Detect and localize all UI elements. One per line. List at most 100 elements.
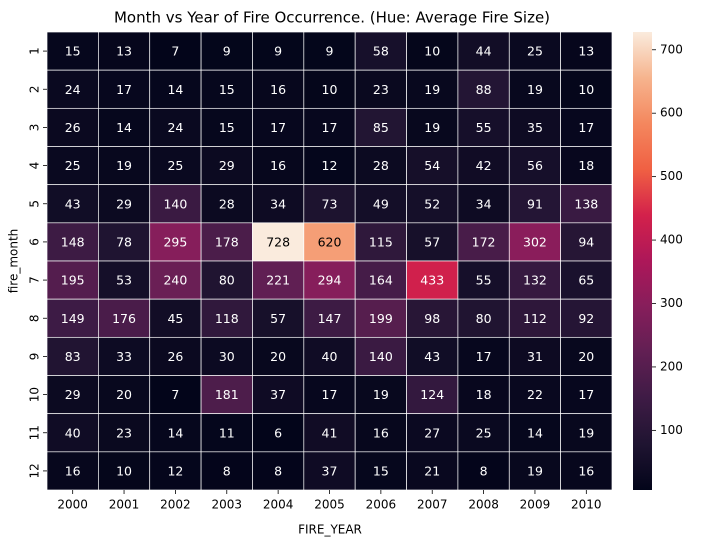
heatmap-cell bbox=[406, 413, 459, 453]
cell-label: 37 bbox=[270, 387, 286, 402]
cell-label: 29 bbox=[116, 196, 132, 211]
cell-label: 16 bbox=[373, 425, 389, 440]
cell-label: 12 bbox=[322, 158, 338, 173]
cell-label: 15 bbox=[65, 44, 81, 59]
heatmap-cell bbox=[149, 413, 202, 453]
y-tick-label: 5 bbox=[28, 200, 42, 208]
cell-label: 22 bbox=[527, 387, 543, 402]
heatmap-cell bbox=[46, 336, 99, 376]
heatmap-cell bbox=[149, 146, 202, 186]
cell-label: 10 bbox=[116, 463, 132, 478]
heatmap-cell bbox=[560, 260, 613, 300]
heatmap-cell bbox=[457, 146, 510, 186]
cell-label: 8 bbox=[480, 463, 488, 478]
heatmap-cell bbox=[508, 146, 561, 186]
cell-label: 620 bbox=[318, 234, 342, 249]
heatmap-cell bbox=[508, 413, 561, 453]
cell-label: 8 bbox=[223, 463, 231, 478]
cell-label: 19 bbox=[527, 463, 543, 478]
heatmap-cell bbox=[252, 413, 305, 453]
heatmap-cell bbox=[560, 451, 613, 491]
cell-label: 30 bbox=[219, 349, 235, 364]
heatmap-cell bbox=[560, 222, 613, 262]
cell-label: 18 bbox=[578, 158, 594, 173]
heatmap-cell bbox=[560, 336, 613, 376]
heatmap-cell bbox=[149, 260, 202, 300]
heatmap-cell bbox=[200, 222, 253, 262]
heatmap-cell bbox=[508, 336, 561, 376]
heatmap-cell bbox=[354, 298, 407, 338]
heatmap-cell bbox=[149, 336, 202, 376]
cell-label: 65 bbox=[578, 273, 594, 288]
cell-label: 43 bbox=[65, 196, 81, 211]
cell-label: 7 bbox=[171, 44, 179, 59]
cell-label: 83 bbox=[65, 349, 81, 364]
cell-label: 14 bbox=[527, 425, 543, 440]
cell-label: 20 bbox=[578, 349, 594, 364]
cell-label: 140 bbox=[369, 349, 393, 364]
cell-label: 13 bbox=[578, 44, 594, 59]
x-tick-label: 2001 bbox=[109, 498, 140, 512]
heatmap-cell bbox=[457, 451, 510, 491]
cell-label: 55 bbox=[476, 120, 492, 135]
heatmap-cell bbox=[46, 31, 99, 71]
cell-label: 6 bbox=[274, 425, 282, 440]
heatmap-cell bbox=[303, 298, 356, 338]
x-tick-label: 2005 bbox=[314, 498, 345, 512]
y-tick-label: 10 bbox=[28, 387, 42, 402]
heatmap-cell bbox=[303, 107, 356, 147]
cell-label: 176 bbox=[112, 311, 136, 326]
heatmap-cell bbox=[46, 260, 99, 300]
cell-label: 21 bbox=[424, 463, 440, 478]
heatmap-cell bbox=[508, 298, 561, 338]
heatmap-cell bbox=[406, 260, 459, 300]
cell-label: 57 bbox=[270, 311, 286, 326]
y-tick-label: 9 bbox=[28, 353, 42, 361]
cell-label: 19 bbox=[373, 387, 389, 402]
x-axis-label: FIRE_YEAR bbox=[298, 523, 362, 537]
y-axis-label: fire_month bbox=[7, 229, 21, 294]
cell-label: 138 bbox=[574, 196, 598, 211]
y-tick-label: 1 bbox=[28, 47, 42, 55]
heatmap-cell bbox=[508, 451, 561, 491]
heatmap-cell bbox=[303, 260, 356, 300]
colorbar-tick-label: 500 bbox=[660, 169, 683, 183]
cell-label: 25 bbox=[527, 44, 543, 59]
heatmap-cell bbox=[406, 336, 459, 376]
cell-label: 148 bbox=[61, 234, 85, 249]
cell-label: 19 bbox=[116, 158, 132, 173]
cell-label: 26 bbox=[167, 349, 183, 364]
cell-label: 80 bbox=[219, 273, 235, 288]
heatmap-cell bbox=[303, 184, 356, 224]
heatmap-cell bbox=[354, 451, 407, 491]
cell-label: 85 bbox=[373, 120, 389, 135]
cell-label: 14 bbox=[116, 120, 132, 135]
x-tick-label: 2010 bbox=[571, 498, 602, 512]
cell-label: 140 bbox=[163, 196, 187, 211]
x-tick-label: 2000 bbox=[57, 498, 88, 512]
heatmap-cell bbox=[560, 184, 613, 224]
heatmap-cell bbox=[406, 31, 459, 71]
cell-label: 28 bbox=[219, 196, 235, 211]
cell-label: 14 bbox=[167, 82, 183, 97]
cell-label: 19 bbox=[424, 82, 440, 97]
heatmap-cell bbox=[149, 375, 202, 415]
heatmap-cell bbox=[200, 375, 253, 415]
heatmap-cell bbox=[406, 298, 459, 338]
heatmap-cell bbox=[252, 107, 305, 147]
cell-label: 35 bbox=[527, 120, 543, 135]
cell-label: 195 bbox=[61, 273, 85, 288]
heatmap-cell bbox=[252, 184, 305, 224]
heatmap-cell bbox=[200, 31, 253, 71]
colorbar-tick-label: 300 bbox=[660, 296, 683, 310]
cell-label: 178 bbox=[215, 234, 239, 249]
cell-label: 80 bbox=[476, 311, 492, 326]
cell-label: 25 bbox=[65, 158, 81, 173]
cell-label: 88 bbox=[476, 82, 492, 97]
y-tick-label: 7 bbox=[28, 276, 42, 284]
cell-label: 34 bbox=[476, 196, 492, 211]
heatmap-cell bbox=[560, 298, 613, 338]
cell-label: 199 bbox=[369, 311, 393, 326]
cell-label: 17 bbox=[322, 120, 338, 135]
x-tick-label: 2006 bbox=[366, 498, 397, 512]
